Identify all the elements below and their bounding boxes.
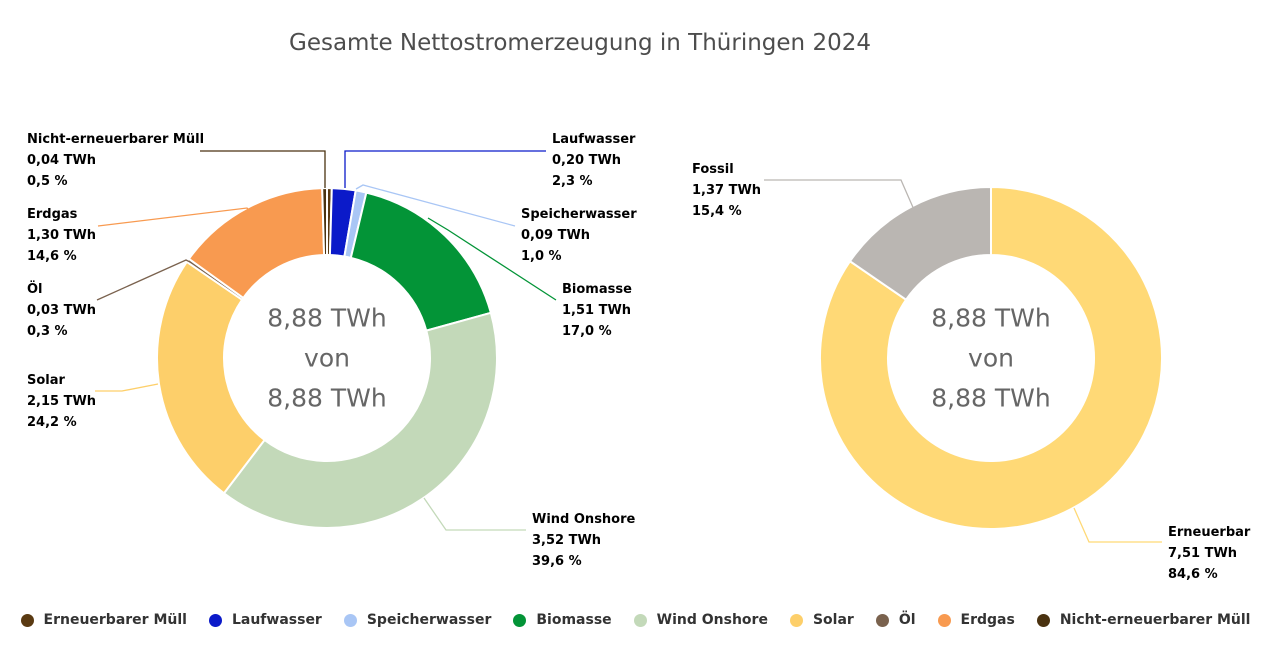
data-label-laufwasser-name: Laufwasser xyxy=(552,132,636,147)
legend-item-oel[interactable]: Öl xyxy=(875,609,916,631)
legend-label: Biomasse xyxy=(536,612,612,628)
legend-item-biomasse[interactable]: Biomasse xyxy=(513,609,612,631)
data-label-wind-onshore-name: Wind Onshore xyxy=(532,512,636,527)
legend-marker-icon xyxy=(513,613,527,627)
data-label-speicherwasser-value-label: 0,09 TWh xyxy=(521,228,590,243)
connector-nicht-erneuerbarer-muell xyxy=(200,150,326,188)
donut-chart-renewable-fossil: Erneuerbar 7,51 TWh 84,6 % Fossil 1,37 TWh 15… xyxy=(692,162,1251,582)
legend-marker-icon xyxy=(20,613,34,627)
data-label-biomasse-percent-label: 17,0 % xyxy=(562,324,612,339)
legend: Erneuerbarer Müll Laufwasser Speicherwasse… xyxy=(0,609,1271,631)
connector-wind-onshore xyxy=(423,497,526,531)
data-label-erneuerbar-percent-label: 84,6 % xyxy=(1168,567,1218,582)
legend-item-laufwasser[interactable]: Laufwasser xyxy=(208,609,322,631)
donut-charts: Laufwasser 0,20 TWh 2,3 % Speicherwasser 0,0… xyxy=(27,132,1251,582)
legend-marker-icon xyxy=(208,613,222,627)
connector-speicherwasser xyxy=(355,184,516,227)
legend-label: Öl xyxy=(898,612,916,628)
data-label-biomasse-value-label: 1,51 TWh xyxy=(562,303,631,318)
data-label-solar-percent-label: 24,2 % xyxy=(27,415,77,430)
connector-erneuerbar xyxy=(1073,507,1162,543)
data-label-wind-onshore-value-label: 3,52 TWh xyxy=(532,533,601,548)
data-label-nicht-erneuerbarer-muell-name: Nicht-erneuerbarer Müll xyxy=(27,132,204,147)
legend-item-erdgas[interactable]: Erdgas xyxy=(937,609,1015,631)
data-label-biomasse-name: Biomasse xyxy=(562,282,632,297)
data-label-fossil-percent-label: 15,4 % xyxy=(692,204,742,219)
data-label-laufwasser-value-label: 0,20 TWh xyxy=(552,153,621,168)
connector-erdgas xyxy=(97,207,253,227)
legend-label: Speicherwasser xyxy=(366,612,492,628)
legend-item-erneuerbarer-muell[interactable]: Erneuerbarer Müll xyxy=(20,609,187,631)
center-text-3: 8,88 TWh xyxy=(267,384,386,413)
legend-marker-icon xyxy=(937,613,951,627)
data-label-nicht-erneuerbarer-muell-percent-label: 0,5 % xyxy=(27,174,68,189)
data-label-fossil-name: Fossil xyxy=(692,162,734,177)
center-text-1: 8,88 TWh xyxy=(931,304,1050,333)
connector-fossil xyxy=(764,179,916,213)
slice-nicht-erneuerbarer-muell[interactable] xyxy=(321,186,328,257)
legend-item-speicherwasser[interactable]: Speicherwasser xyxy=(343,609,492,631)
center-text-3: 8,88 TWh xyxy=(931,384,1050,413)
data-label-erdgas-percent-label: 14,6 % xyxy=(27,249,77,264)
data-label-erneuerbar-value-label: 7,51 TWh xyxy=(1168,546,1237,561)
data-label-fossil-value-label: 1,37 TWh xyxy=(692,183,761,198)
legend-label: Nicht-erneuerbarer Müll xyxy=(1059,612,1251,628)
legend-marker-icon xyxy=(789,613,803,627)
connector-solar xyxy=(95,383,159,392)
legend-item-wind-onshore[interactable]: Wind Onshore xyxy=(633,609,768,631)
connector-laufwasser xyxy=(344,150,546,188)
data-label-solar-value-label: 2,15 TWh xyxy=(27,394,96,409)
chart-title: Gesamte Nettostromerzeugung in Thüringen… xyxy=(289,30,871,56)
data-label-erdgas-value-label: 1,30 TWh xyxy=(27,228,96,243)
legend-label: Laufwasser xyxy=(231,612,322,628)
legend-item-nicht-erneuerbarer-muell[interactable]: Nicht-erneuerbarer Müll xyxy=(1036,609,1251,631)
center-text-1: 8,88 TWh xyxy=(267,304,386,333)
slice-solar[interactable] xyxy=(156,260,266,495)
data-label-laufwasser-percent-label: 2,3 % xyxy=(552,174,593,189)
data-label-solar-name: Solar xyxy=(27,373,66,388)
connector-biomasse xyxy=(427,217,557,301)
data-label-wind-onshore-percent-label: 39,6 % xyxy=(532,554,582,569)
data-label-oel-percent-label: 0,3 % xyxy=(27,324,68,339)
donut-chart-generation: Laufwasser 0,20 TWh 2,3 % Speicherwasser 0,0… xyxy=(27,132,637,569)
data-label-speicherwasser-name: Speicherwasser xyxy=(521,207,637,222)
slice-fossil[interactable] xyxy=(848,185,992,302)
data-label-speicherwasser-percent-label: 1,0 % xyxy=(521,249,562,264)
slice-erneuerbar[interactable] xyxy=(819,185,1163,530)
data-label-oel-value-label: 0,03 TWh xyxy=(27,303,96,318)
data-label-nicht-erneuerbarer-muell-value-label: 0,04 TWh xyxy=(27,153,96,168)
legend-label: Erneuerbarer Müll xyxy=(43,612,187,628)
slice-wind-onshore[interactable] xyxy=(222,311,498,529)
connector-oel xyxy=(96,259,193,301)
legend-marker-icon xyxy=(633,613,647,627)
legend-label: Erdgas xyxy=(960,612,1015,628)
data-label-erdgas-name: Erdgas xyxy=(27,207,78,222)
legend-marker-icon xyxy=(1036,613,1050,627)
legend-marker-icon xyxy=(343,613,357,627)
data-label-oel-name: Öl xyxy=(27,281,43,297)
legend-label: Solar xyxy=(812,612,854,628)
legend-item-solar[interactable]: Solar xyxy=(789,609,854,631)
data-label-erneuerbar-name: Erneuerbar xyxy=(1168,525,1251,540)
center-text-2: von xyxy=(968,344,1014,373)
center-text-2: von xyxy=(304,344,350,373)
legend-marker-icon xyxy=(875,613,889,627)
legend-label: Wind Onshore xyxy=(656,612,768,628)
